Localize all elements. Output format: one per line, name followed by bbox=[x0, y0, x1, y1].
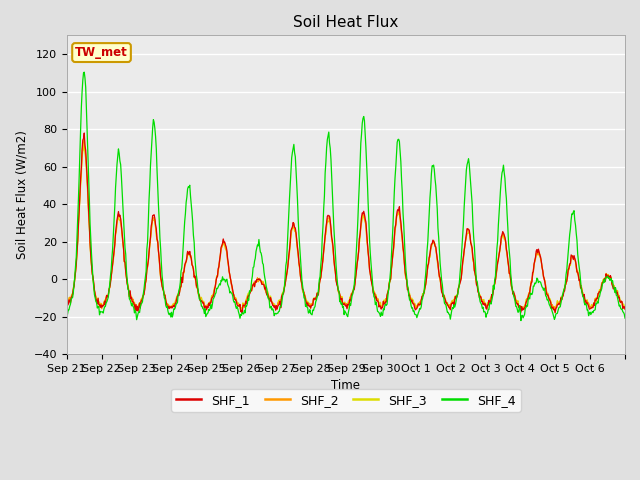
SHF_4 bbox=[259, 262, 267, 267]
SHF_2 bbox=[436, 274, 444, 280]
SHF_2 bbox=[280, 285, 288, 290]
SHF_2 bbox=[129, 296, 137, 302]
SHF_2 bbox=[63, 300, 70, 306]
SHF_2 bbox=[551, 310, 559, 316]
Y-axis label: Soil Heat Flux (W/m2): Soil Heat Flux (W/m2) bbox=[15, 130, 28, 259]
SHF_2 bbox=[621, 306, 629, 312]
X-axis label: Time: Time bbox=[332, 379, 360, 393]
SHF_1 bbox=[232, 297, 239, 302]
Legend: SHF_1, SHF_2, SHF_3, SHF_4: SHF_1, SHF_2, SHF_3, SHF_4 bbox=[171, 389, 520, 412]
SHF_1 bbox=[238, 310, 246, 316]
SHF_4 bbox=[517, 318, 525, 324]
SHF_4 bbox=[621, 315, 629, 321]
Title: Soil Heat Flux: Soil Heat Flux bbox=[293, 15, 399, 30]
SHF_3 bbox=[436, 276, 444, 282]
SHF_4 bbox=[436, 247, 444, 253]
SHF_2 bbox=[81, 135, 88, 141]
SHF_1 bbox=[405, 293, 413, 299]
SHF_4 bbox=[63, 311, 70, 316]
SHF_2 bbox=[404, 285, 412, 291]
SHF_1 bbox=[129, 299, 137, 304]
Line: SHF_1: SHF_1 bbox=[67, 133, 625, 313]
SHF_4 bbox=[81, 69, 88, 75]
SHF_1 bbox=[436, 275, 444, 281]
SHF_3 bbox=[63, 297, 70, 303]
Line: SHF_2: SHF_2 bbox=[67, 138, 625, 313]
SHF_3 bbox=[129, 299, 137, 304]
SHF_4 bbox=[404, 286, 412, 292]
SHF_1 bbox=[63, 303, 70, 309]
SHF_1 bbox=[260, 282, 268, 288]
SHF_3 bbox=[281, 282, 289, 288]
SHF_3 bbox=[260, 281, 268, 287]
SHF_1 bbox=[621, 306, 629, 312]
SHF_2 bbox=[232, 296, 239, 301]
SHF_2 bbox=[259, 279, 267, 285]
SHF_3 bbox=[621, 305, 629, 311]
Text: TW_met: TW_met bbox=[75, 46, 128, 59]
SHF_3 bbox=[405, 293, 413, 299]
SHF_3 bbox=[81, 140, 88, 146]
SHF_1 bbox=[281, 282, 289, 288]
SHF_3 bbox=[232, 295, 239, 300]
Line: SHF_3: SHF_3 bbox=[67, 143, 625, 311]
SHF_4 bbox=[232, 303, 239, 309]
SHF_4 bbox=[129, 303, 137, 309]
Line: SHF_4: SHF_4 bbox=[67, 72, 625, 321]
SHF_4 bbox=[280, 284, 288, 289]
SHF_3 bbox=[237, 308, 244, 314]
SHF_1 bbox=[81, 130, 88, 136]
